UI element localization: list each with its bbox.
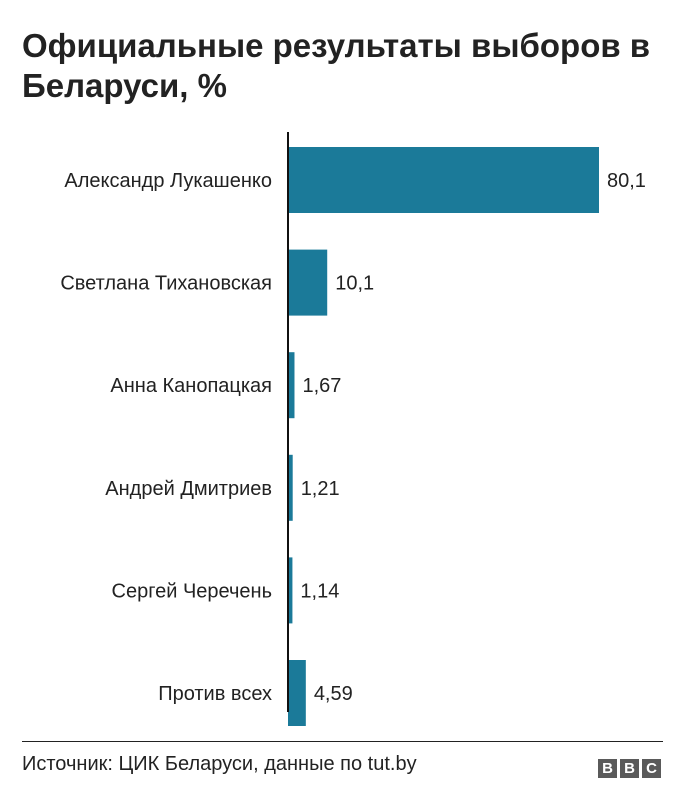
bar-5 <box>288 557 293 624</box>
chart-title: Официальные результаты выборов в Беларус… <box>22 27 651 104</box>
bar-3 <box>288 352 295 419</box>
bar-4 <box>288 454 293 521</box>
bbc-logo: B B C <box>598 759 661 778</box>
bar-2 <box>288 249 328 316</box>
category-label-5: Сергей Черечень <box>112 580 272 602</box>
value-label-4: 1,21 <box>301 478 340 500</box>
category-label-6: Против всех <box>158 683 272 705</box>
category-label-4: Андрей Дмитриев <box>105 478 272 500</box>
bar-6 <box>288 660 306 726</box>
bar-1 <box>288 147 599 213</box>
bar-chart: Александр Лукашенко 80,1 Светлана Тихановс… <box>60 132 646 726</box>
category-label-1: Александр Лукашенко <box>64 170 272 192</box>
value-label-1: 80,1 <box>607 170 646 192</box>
bbc-logo-letter-1: B <box>598 759 617 778</box>
value-label-3: 1,67 <box>302 375 341 397</box>
bars-group: Александр Лукашенко 80,1 Светлана Тихановс… <box>60 147 646 726</box>
value-label-6: 4,59 <box>314 683 353 705</box>
footer-divider <box>22 741 663 742</box>
value-label-5: 1,14 <box>300 580 339 602</box>
category-label-3: Анна Канопацкая <box>110 375 272 397</box>
value-label-2: 10,1 <box>335 273 374 295</box>
bbc-logo-letter-3: C <box>642 759 661 778</box>
bbc-logo-letter-2: B <box>620 759 639 778</box>
category-label-2: Светлана Тихановская <box>60 273 272 295</box>
source-note: Источник: ЦИК Беларуси, данные по tut.by <box>22 753 417 775</box>
